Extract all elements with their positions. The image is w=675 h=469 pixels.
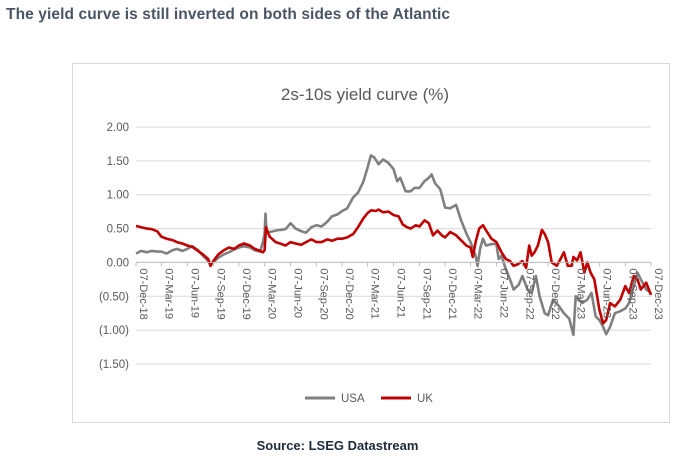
x-tick-label: 07-Sep-21 <box>420 268 432 319</box>
y-axis-tick-labels: 2.00 1.50 1.00 0.50 0.00 (0.50) (1.00) (1.50) <box>99 122 129 371</box>
y-tick-label: (1.00) <box>99 325 129 337</box>
x-tick-label: 07-Sep-20 <box>318 268 330 319</box>
yield-curve-chart: 2s-10s yield curve (%) 2.00 1.50 1.00 0.50 0… <box>99 85 664 405</box>
y-tick-label: 1.50 <box>107 156 129 168</box>
x-tick-label: 07-Sep-22 <box>523 268 535 319</box>
series-line-usa <box>135 154 652 337</box>
x-tick-label: 07-Mar-20 <box>266 268 278 319</box>
y-tick-label: 1.00 <box>107 190 129 202</box>
y-tick-label: 2.00 <box>107 122 129 134</box>
y-tick-label: 0.50 <box>107 224 129 236</box>
x-tick-label: 07-Dec-19 <box>240 268 252 319</box>
x-tick-label: 07-Dec-23 <box>652 268 664 319</box>
legend-label-usa: USA <box>341 393 365 405</box>
y-tick-label: (0.50) <box>99 291 129 303</box>
x-tick-label: 07-Mar-21 <box>369 268 381 319</box>
x-tick-label: 07-Mar-23 <box>574 268 586 319</box>
series-line-uk <box>135 208 653 325</box>
x-tick-label: 07-Sep-23 <box>626 268 638 319</box>
x-tick-label: 07-Mar-19 <box>162 268 174 319</box>
legend: USA UK <box>305 393 433 405</box>
x-tick-label: 07-Jun-19 <box>188 268 200 318</box>
series-lines <box>135 154 653 337</box>
x-tick-label: 07-Dec-18 <box>137 268 149 319</box>
chart-area: 2s-10s yield curve (%) 2.00 1.50 1.00 0.50 0… <box>72 63 670 423</box>
x-axis: 07-Dec-18 07-Mar-19 07-Jun-19 07-Sep-19 07-D… <box>135 261 664 320</box>
source-note: Source: LSEG Datastream <box>256 438 419 453</box>
x-tick-label: 07-Sep-19 <box>214 268 226 319</box>
chart-title: 2s-10s yield curve (%) <box>281 85 449 104</box>
legend-label-uk: UK <box>417 393 433 405</box>
x-tick-label: 07-Jun-23 <box>600 268 612 318</box>
x-tick-label: 07-Mar-22 <box>471 268 483 319</box>
page-headline: The yield curve is still inverted on bot… <box>6 6 451 23</box>
x-tick-label: 07-Jun-21 <box>395 268 407 318</box>
x-tick-label: 07-Dec-20 <box>343 268 355 319</box>
y-tick-label: (1.50) <box>99 359 129 371</box>
x-tick-label: 07-Jun-20 <box>292 268 304 318</box>
y-tick-label: 0.00 <box>107 257 129 269</box>
x-tick-label: 07-Dec-22 <box>549 268 561 319</box>
x-tick-label: 07-Dec-21 <box>446 268 458 319</box>
x-tick-label: 07-Jun-22 <box>497 268 509 318</box>
